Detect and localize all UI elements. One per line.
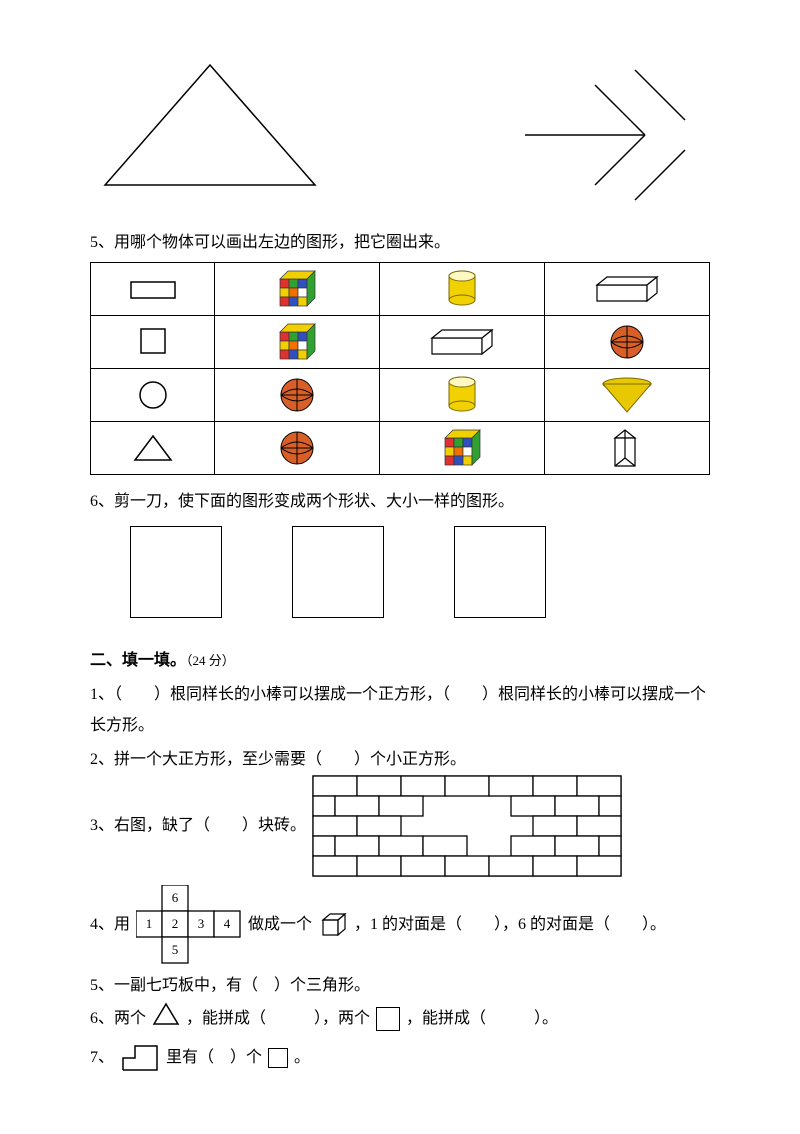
svg-text:6: 6 bbox=[172, 890, 179, 905]
section2-points: （24 分） bbox=[186, 653, 235, 668]
svg-text:3: 3 bbox=[198, 916, 205, 931]
s2-q4: 4、用 6 1 2 3 4 5 做成一个 ，1 的对面是（ ），6 的对面是（ ）。 bbox=[90, 885, 710, 965]
top-shapes bbox=[90, 60, 710, 210]
option-cell[interactable] bbox=[380, 316, 545, 369]
svg-text:1: 1 bbox=[146, 916, 153, 931]
option-cell[interactable] bbox=[544, 369, 709, 422]
s2-q3: 3、右图，缺了（ ）块砖。 bbox=[90, 775, 710, 877]
target-shape-cell bbox=[91, 369, 215, 422]
small-square-icon bbox=[376, 1007, 400, 1031]
option-cell[interactable] bbox=[544, 422, 709, 475]
s2-q7-c: 。 bbox=[294, 1043, 310, 1073]
small-triangle-icon bbox=[152, 1002, 180, 1037]
target-shape-cell bbox=[91, 422, 215, 475]
svg-text:4: 4 bbox=[224, 916, 231, 931]
section2-heading: 二、填一填。 bbox=[90, 652, 186, 669]
blank-square bbox=[130, 526, 222, 618]
s2-q5: 5、一副七巧板中，有（ ）个三角形。 bbox=[90, 971, 710, 1001]
section2-title: 二、填一填。（24 分） bbox=[90, 646, 710, 676]
target-shape-cell bbox=[91, 263, 215, 316]
option-cell[interactable] bbox=[544, 316, 709, 369]
s2-q2: 2、拼一个大正方形，至少需要（ ）个小正方形。 bbox=[90, 745, 710, 775]
svg-text:5: 5 bbox=[172, 942, 179, 957]
tiny-square-icon bbox=[268, 1048, 288, 1068]
option-cell[interactable] bbox=[215, 369, 380, 422]
option-cell[interactable] bbox=[215, 316, 380, 369]
arrow-shape bbox=[510, 60, 700, 210]
triangle-outline bbox=[100, 60, 320, 190]
s2-q7-a: 7、 bbox=[90, 1043, 114, 1073]
option-cell[interactable] bbox=[380, 263, 545, 316]
s2-q4-text-c: ，1 的对面是（ ），6 的对面是（ ）。 bbox=[354, 910, 666, 940]
stair-shape-icon bbox=[120, 1043, 160, 1073]
s2-q6-b: ，能拼成（ ），两个 bbox=[186, 1004, 370, 1034]
s2-q3-text: 3、右图，缺了（ ）块砖。 bbox=[90, 811, 306, 841]
option-cell[interactable] bbox=[380, 422, 545, 475]
blank-square bbox=[454, 526, 546, 618]
small-cube-icon bbox=[318, 910, 348, 940]
option-cell[interactable] bbox=[544, 263, 709, 316]
s2-q1: 1、（ ）根同样长的小棒可以摆成一个正方形，（ ）根同样长的小棒可以摆成一个长方… bbox=[90, 680, 710, 741]
s2-q7-b: 里有（ ）个 bbox=[166, 1043, 262, 1073]
blank-square bbox=[292, 526, 384, 618]
s2-q6-a: 6、两个 bbox=[90, 1004, 146, 1034]
s2-q6: 6、两个 ，能拼成（ ），两个 ，能拼成（ ）。 bbox=[90, 1002, 710, 1037]
brick-wall-diagram bbox=[312, 775, 622, 877]
cube-net: 6 1 2 3 4 5 bbox=[136, 885, 242, 965]
s2-q4-text-a: 4、用 bbox=[90, 910, 130, 940]
option-cell[interactable] bbox=[380, 369, 545, 422]
s2-q4-text-b: 做成一个 bbox=[248, 910, 312, 940]
q5-prompt: 5、用哪个物体可以画出左边的图形，把它圈出来。 bbox=[90, 228, 710, 258]
q5-table bbox=[90, 262, 710, 475]
svg-text:2: 2 bbox=[172, 916, 179, 931]
q6-boxes bbox=[90, 526, 710, 618]
option-cell[interactable] bbox=[215, 422, 380, 475]
s2-q6-c: ，能拼成（ ）。 bbox=[406, 1004, 558, 1034]
q6-prompt: 6、剪一刀，使下面的图形变成两个形状、大小一样的图形。 bbox=[90, 487, 710, 517]
s2-q7: 7、 里有（ ）个 。 bbox=[90, 1043, 710, 1073]
option-cell[interactable] bbox=[215, 263, 380, 316]
target-shape-cell bbox=[91, 316, 215, 369]
